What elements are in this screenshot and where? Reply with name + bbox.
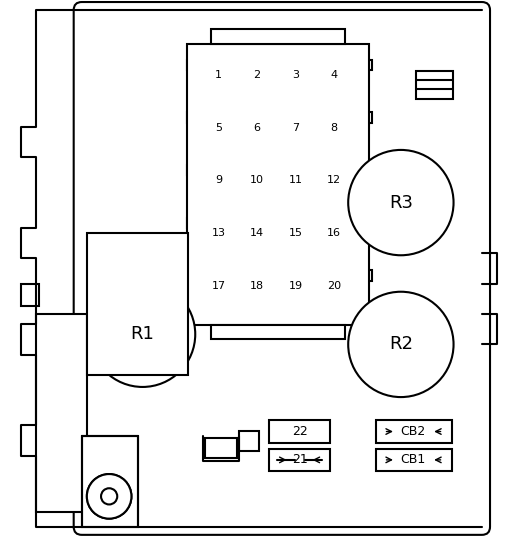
Bar bbox=[240, 266, 276, 305]
Bar bbox=[201, 56, 238, 94]
Bar bbox=[195, 210, 363, 260]
Bar bbox=[187, 218, 195, 228]
Bar bbox=[317, 214, 353, 252]
Bar bbox=[195, 51, 363, 102]
Text: 12: 12 bbox=[327, 175, 341, 185]
Text: R2: R2 bbox=[389, 335, 413, 353]
Text: 13: 13 bbox=[211, 228, 226, 238]
Bar bbox=[205, 438, 237, 458]
FancyBboxPatch shape bbox=[74, 2, 490, 535]
Text: 20: 20 bbox=[327, 281, 341, 290]
Text: 2: 2 bbox=[253, 70, 261, 80]
Bar bbox=[363, 113, 371, 123]
Text: CB2: CB2 bbox=[400, 425, 426, 438]
Bar bbox=[36, 314, 87, 511]
Text: 1: 1 bbox=[215, 70, 222, 80]
Text: 14: 14 bbox=[250, 228, 264, 238]
Bar bbox=[21, 284, 39, 306]
Text: 22: 22 bbox=[292, 425, 307, 438]
Bar bbox=[240, 108, 276, 147]
Bar bbox=[195, 157, 363, 208]
Bar bbox=[240, 214, 276, 252]
Circle shape bbox=[90, 282, 195, 387]
Text: 17: 17 bbox=[211, 281, 226, 290]
Bar bbox=[363, 165, 371, 175]
Bar bbox=[317, 108, 353, 147]
Text: 8: 8 bbox=[331, 123, 338, 132]
Bar bbox=[317, 266, 353, 305]
Text: 7: 7 bbox=[292, 123, 299, 132]
Bar bbox=[211, 30, 345, 44]
Bar bbox=[269, 449, 330, 471]
Text: 10: 10 bbox=[250, 175, 264, 185]
Bar bbox=[187, 270, 195, 281]
Bar bbox=[363, 270, 371, 281]
Bar bbox=[187, 60, 195, 70]
Text: 18: 18 bbox=[250, 281, 264, 290]
Text: 11: 11 bbox=[289, 175, 303, 185]
Bar bbox=[201, 266, 238, 305]
Bar bbox=[363, 218, 371, 228]
Bar bbox=[317, 161, 353, 200]
Bar bbox=[317, 56, 353, 94]
Bar bbox=[187, 44, 369, 325]
Bar bbox=[278, 161, 315, 200]
Bar bbox=[269, 421, 330, 443]
Bar bbox=[416, 71, 453, 99]
Bar bbox=[187, 113, 195, 123]
Bar bbox=[239, 430, 259, 451]
Text: 3: 3 bbox=[292, 70, 299, 80]
Bar bbox=[187, 165, 195, 175]
Bar bbox=[195, 104, 363, 155]
Bar bbox=[363, 60, 371, 70]
Text: 21: 21 bbox=[292, 453, 307, 467]
Bar bbox=[375, 449, 452, 471]
Text: 16: 16 bbox=[327, 228, 341, 238]
Bar bbox=[201, 108, 238, 147]
Circle shape bbox=[348, 150, 454, 255]
Text: 4: 4 bbox=[331, 70, 338, 80]
Text: 5: 5 bbox=[215, 123, 222, 132]
Bar bbox=[201, 161, 238, 200]
Text: 15: 15 bbox=[289, 228, 303, 238]
Circle shape bbox=[87, 474, 132, 519]
Bar bbox=[201, 214, 238, 252]
Bar bbox=[278, 108, 315, 147]
Bar bbox=[240, 161, 276, 200]
Bar bbox=[375, 421, 452, 443]
Bar bbox=[195, 263, 363, 313]
Text: CB1: CB1 bbox=[400, 453, 426, 467]
Bar bbox=[82, 435, 138, 527]
Bar bbox=[240, 56, 276, 94]
Bar bbox=[278, 56, 315, 94]
Text: 19: 19 bbox=[289, 281, 303, 290]
Bar bbox=[278, 266, 315, 305]
Circle shape bbox=[87, 474, 132, 519]
Circle shape bbox=[101, 488, 117, 504]
Bar bbox=[87, 233, 188, 375]
Bar bbox=[278, 214, 315, 252]
Text: R1: R1 bbox=[131, 325, 154, 344]
Circle shape bbox=[348, 292, 454, 397]
Text: R3: R3 bbox=[389, 194, 413, 212]
Text: 9: 9 bbox=[215, 175, 222, 185]
Text: 6: 6 bbox=[253, 123, 261, 132]
Bar bbox=[211, 325, 345, 339]
